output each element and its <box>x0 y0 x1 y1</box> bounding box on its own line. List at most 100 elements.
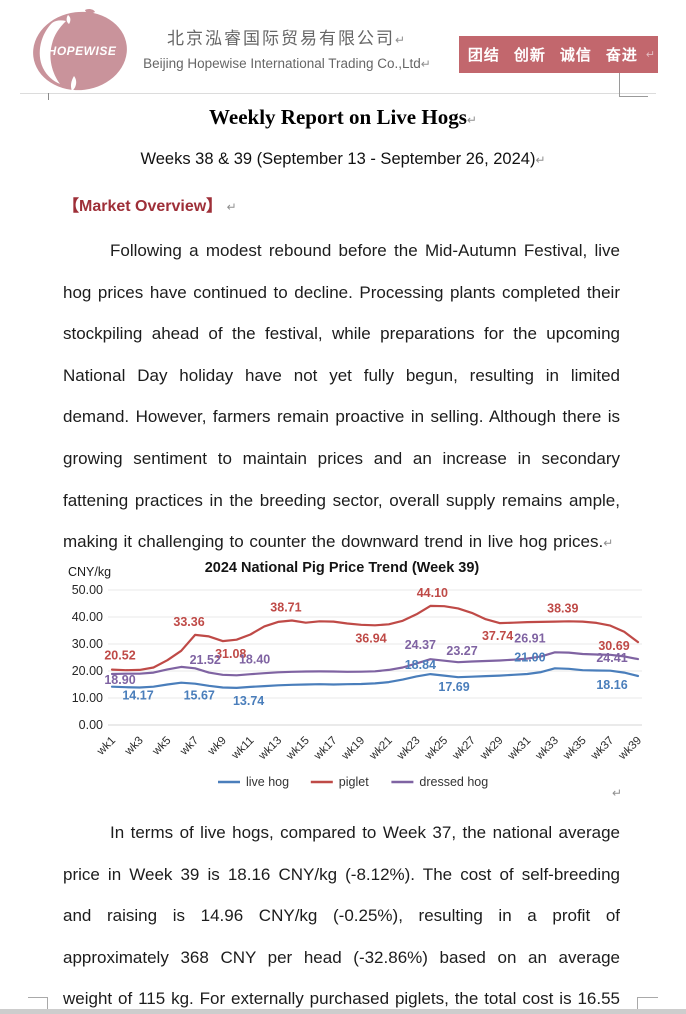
x-tick-label: wk35 <box>561 735 589 763</box>
data-label-30.69: 30.69 <box>598 639 629 653</box>
x-tick-label: wk13 <box>256 735 284 763</box>
slogan-1: 团结 <box>467 47 500 64</box>
page-margin-mark <box>637 997 638 1014</box>
x-tick-label: wk17 <box>311 735 339 763</box>
section-heading-text: 【Market Overview】 <box>63 198 223 215</box>
slogan-banner: 团结 创新 诚信 奋进 ↵ <box>459 36 658 73</box>
x-tick-label: wk25 <box>422 735 450 763</box>
company-name-zh-text: 北京泓睿国际贸易有限公司 <box>166 29 395 48</box>
data-label-14.17: 14.17 <box>122 689 153 703</box>
section-heading-market-overview: 【Market Overview】 ↵ <box>63 192 237 216</box>
x-tick-label: wk37 <box>588 735 616 763</box>
slogan-4: 奋进 <box>605 47 638 64</box>
page-margin-mark <box>619 96 648 97</box>
paragraph-text: In terms of live hogs, compared to Week … <box>63 812 620 1014</box>
y-tick-label: 40.00 <box>72 610 103 624</box>
x-tick-label: wk7 <box>178 735 202 759</box>
page-margin-mark <box>637 997 658 998</box>
page-margin-mark <box>48 93 49 100</box>
company-name-en: Beijing Hopewise International Trading C… <box>117 56 457 71</box>
price-trend-chart-svg: 2024 National Pig Price Trend (Week 39) … <box>68 560 644 789</box>
data-label-18.84: 18.84 <box>405 658 436 672</box>
logo-wordmark: HOPEWISE <box>48 44 117 58</box>
paragraph-mark: ↵ <box>466 113 477 127</box>
x-tick-label: wk29 <box>478 735 506 763</box>
x-tick-label: wk11 <box>229 735 257 763</box>
x-tick-label: wk31 <box>505 735 533 763</box>
data-label-31.08: 31.08 <box>215 647 246 661</box>
data-label-24.41: 24.41 <box>596 651 627 665</box>
company-name-zh: 北京泓睿国际贸易有限公司↵ <box>117 24 457 49</box>
data-label-18.40: 18.40 <box>239 652 270 666</box>
page-title: Weekly Report on Live Hogs↵ <box>0 105 686 130</box>
data-label-18.90: 18.90 <box>104 673 135 687</box>
y-tick-label: 20.00 <box>72 664 103 678</box>
data-label-15.67: 15.67 <box>184 689 215 703</box>
y-tick-label: 30.00 <box>72 637 103 651</box>
page-margin-mark <box>28 997 48 998</box>
x-tick-label: wk5 <box>150 735 174 759</box>
paragraph2-text: In terms of live hogs, compared to Week … <box>63 823 620 1009</box>
data-label-20.52: 20.52 <box>104 649 135 663</box>
globe-logo-icon: HOPEWISE <box>33 8 127 91</box>
x-tick-label: wk19 <box>339 735 367 763</box>
slogan-2: 创新 <box>513 47 546 64</box>
slogan-3: 诚信 <box>559 47 592 64</box>
report-subtitle: Weeks 38 & 39 (September 13 - September … <box>0 150 686 169</box>
legend-label-piglet: piglet <box>339 775 369 789</box>
x-tick-label: wk23 <box>394 735 422 763</box>
page-title-text: Weekly Report on Live Hogs <box>209 105 467 129</box>
page-margin-mark <box>47 997 48 1014</box>
series-line-piglet <box>110 604 640 672</box>
chart-y-axis-unit: CNY/kg <box>68 565 111 579</box>
pig-price-trend-chart: 2024 National Pig Price Trend (Week 39) … <box>30 554 650 804</box>
live-hog-analysis-paragraph: In terms of live hogs, compared to Week … <box>63 812 620 1014</box>
page-margin-mark <box>619 73 620 97</box>
data-label-13.74: 13.74 <box>233 694 264 708</box>
slogan-banner-text: 团结 创新 诚信 奋进 <box>461 44 645 65</box>
data-label-17.69: 17.69 <box>438 680 469 694</box>
y-tick-label: 50.00 <box>72 583 103 597</box>
header-divider-line <box>20 93 656 94</box>
x-tick-label: wk21 <box>367 735 395 763</box>
paragraph-text: Following a modest rebound before the Mi… <box>63 230 620 565</box>
market-overview-paragraph: Following a modest rebound before the Mi… <box>63 230 620 565</box>
data-label-38.39: 38.39 <box>547 601 578 615</box>
data-label-24.37: 24.37 <box>405 638 436 652</box>
hopewise-logo: HOPEWISE <box>22 6 134 101</box>
page-bottom-edge <box>0 1009 686 1014</box>
paragraph-mark: ↵ <box>645 49 657 61</box>
paragraph-mark: ↵ <box>394 33 408 47</box>
y-tick-label: 10.00 <box>72 691 103 705</box>
x-tick-label: wk1 <box>94 735 118 759</box>
paragraph-mark: ↵ <box>226 200 237 214</box>
x-tick-label: wk33 <box>533 735 561 763</box>
company-name-en-text: Beijing Hopewise International Trading C… <box>143 56 421 71</box>
series-line-dressed-hog <box>110 651 640 677</box>
data-label-23.27: 23.27 <box>446 644 477 658</box>
paragraph1-text: Following a modest rebound before the Mi… <box>63 241 620 552</box>
legend-label-dressed-hog: dressed hog <box>419 775 488 789</box>
x-tick-label: wk15 <box>284 735 312 763</box>
data-label-37.74: 37.74 <box>482 629 513 643</box>
legend-label-live-hog: live hog <box>246 775 289 789</box>
data-label-36.94: 36.94 <box>355 631 386 645</box>
data-label-26.91: 26.91 <box>514 631 545 645</box>
y-tick-label: 0.00 <box>79 718 103 732</box>
company-name-block: 北京泓睿国际贸易有限公司↵ Beijing Hopewise Internati… <box>117 24 457 71</box>
x-tick-label: wk27 <box>450 735 478 763</box>
data-label-18.16: 18.16 <box>596 678 627 692</box>
data-label-33.36: 33.36 <box>173 615 204 629</box>
paragraph-mark: ↵ <box>603 536 614 551</box>
chart-title: 2024 National Pig Price Trend (Week 39) <box>205 560 480 576</box>
paragraph-mark: ↵ <box>612 786 623 800</box>
series-line-live-hog <box>110 667 640 689</box>
data-label-44.10: 44.10 <box>417 586 448 600</box>
x-tick-label: wk9 <box>205 735 229 759</box>
x-tick-label: wk3 <box>122 735 146 759</box>
paragraph-mark: ↵ <box>535 153 546 167</box>
report-subtitle-text: Weeks 38 & 39 (September 13 - September … <box>140 150 536 168</box>
data-label-38.71: 38.71 <box>270 600 301 614</box>
data-label-21.52: 21.52 <box>190 653 221 667</box>
